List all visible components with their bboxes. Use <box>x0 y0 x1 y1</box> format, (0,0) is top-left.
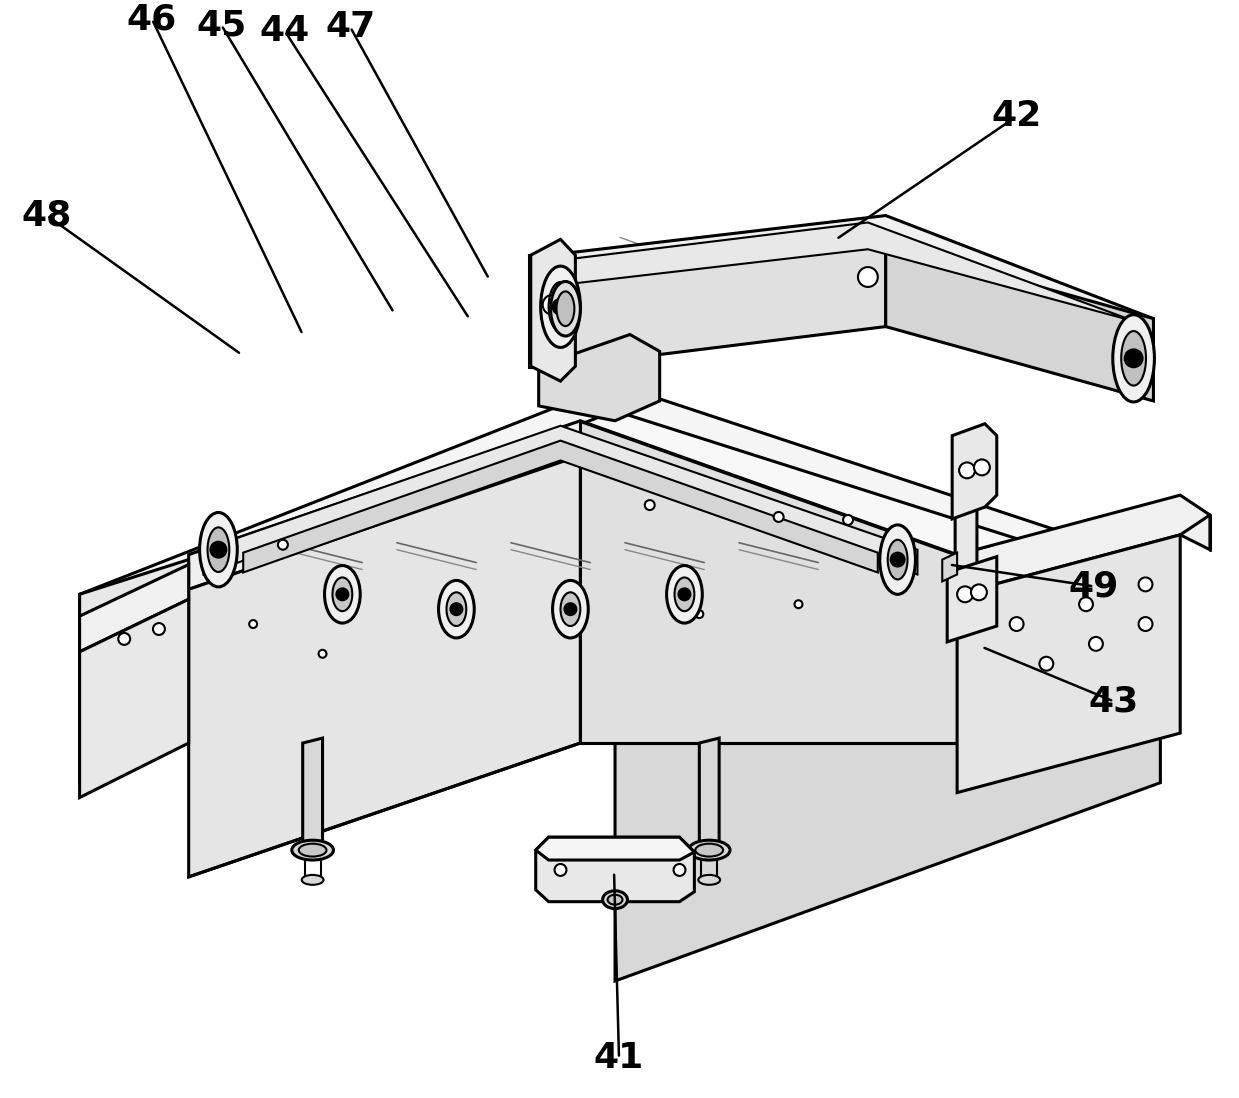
Text: 48: 48 <box>22 199 72 233</box>
Ellipse shape <box>302 875 323 885</box>
Polygon shape <box>79 600 188 797</box>
Ellipse shape <box>1121 332 1146 385</box>
Ellipse shape <box>607 895 622 905</box>
Circle shape <box>152 623 165 635</box>
Circle shape <box>957 586 973 602</box>
Polygon shape <box>539 335 659 421</box>
Ellipse shape <box>439 581 475 638</box>
Circle shape <box>857 267 877 287</box>
Circle shape <box>679 589 690 601</box>
Text: 41: 41 <box>593 1041 644 1075</box>
Polygon shape <box>79 564 188 652</box>
Polygon shape <box>79 449 615 704</box>
Circle shape <box>249 620 258 628</box>
Polygon shape <box>79 384 1161 634</box>
Ellipse shape <box>667 565 703 623</box>
Polygon shape <box>188 456 580 877</box>
Polygon shape <box>957 495 1211 594</box>
Polygon shape <box>580 421 957 743</box>
Polygon shape <box>243 440 877 572</box>
Ellipse shape <box>602 890 627 909</box>
Ellipse shape <box>199 513 237 586</box>
Polygon shape <box>188 421 957 590</box>
Polygon shape <box>529 255 549 368</box>
Polygon shape <box>886 244 1154 401</box>
Ellipse shape <box>292 840 333 860</box>
Circle shape <box>959 462 975 479</box>
Ellipse shape <box>556 291 575 326</box>
Ellipse shape <box>446 592 466 626</box>
Circle shape <box>695 610 704 618</box>
Circle shape <box>1139 617 1152 631</box>
Text: 43: 43 <box>1089 684 1139 718</box>
Polygon shape <box>952 424 997 519</box>
Polygon shape <box>79 424 615 783</box>
Circle shape <box>318 650 327 658</box>
Polygon shape <box>955 436 976 590</box>
Ellipse shape <box>299 843 327 856</box>
Ellipse shape <box>699 875 720 885</box>
Ellipse shape <box>695 843 724 856</box>
Circle shape <box>118 632 130 645</box>
Circle shape <box>553 299 569 315</box>
Text: 49: 49 <box>1069 570 1119 604</box>
Ellipse shape <box>553 581 589 638</box>
Circle shape <box>773 512 783 522</box>
Circle shape <box>644 500 654 511</box>
Text: 46: 46 <box>126 2 177 36</box>
Ellipse shape <box>689 840 730 860</box>
Circle shape <box>278 540 287 550</box>
Polygon shape <box>549 244 886 368</box>
Polygon shape <box>699 738 719 848</box>
Circle shape <box>1125 349 1142 367</box>
Polygon shape <box>530 239 575 381</box>
Circle shape <box>1089 637 1103 651</box>
Ellipse shape <box>1113 315 1155 402</box>
Polygon shape <box>535 838 694 901</box>
Text: 45: 45 <box>196 8 247 42</box>
Polygon shape <box>203 426 917 574</box>
Polygon shape <box>615 449 1161 663</box>
Ellipse shape <box>560 592 580 626</box>
Circle shape <box>891 552 904 567</box>
Circle shape <box>974 459 990 475</box>
Ellipse shape <box>540 266 580 347</box>
Circle shape <box>843 515 852 525</box>
Ellipse shape <box>332 578 352 612</box>
Polygon shape <box>957 535 1181 793</box>
Ellipse shape <box>550 281 580 336</box>
Circle shape <box>794 601 803 608</box>
Polygon shape <box>947 557 997 642</box>
Polygon shape <box>535 838 694 860</box>
Ellipse shape <box>880 525 916 594</box>
Circle shape <box>1040 657 1053 671</box>
Polygon shape <box>79 411 1161 657</box>
Polygon shape <box>942 552 957 582</box>
Text: 47: 47 <box>325 10 375 44</box>
Circle shape <box>1139 578 1152 592</box>
Polygon shape <box>560 223 1136 322</box>
Ellipse shape <box>674 578 694 612</box>
Ellipse shape <box>207 527 229 572</box>
Polygon shape <box>302 738 322 848</box>
Circle shape <box>1079 597 1093 612</box>
Circle shape <box>971 584 986 601</box>
Circle shape <box>451 603 462 615</box>
Circle shape <box>1010 617 1023 631</box>
Ellipse shape <box>549 282 572 332</box>
Ellipse shape <box>887 540 907 580</box>
Circle shape <box>211 541 227 558</box>
Text: 42: 42 <box>991 100 1042 133</box>
Circle shape <box>555 864 566 876</box>
Ellipse shape <box>325 565 361 623</box>
Polygon shape <box>549 215 1154 347</box>
Circle shape <box>337 589 348 601</box>
Polygon shape <box>615 564 1161 981</box>
Circle shape <box>565 603 576 615</box>
Text: 44: 44 <box>260 14 310 48</box>
Circle shape <box>674 864 685 876</box>
Circle shape <box>543 295 563 315</box>
